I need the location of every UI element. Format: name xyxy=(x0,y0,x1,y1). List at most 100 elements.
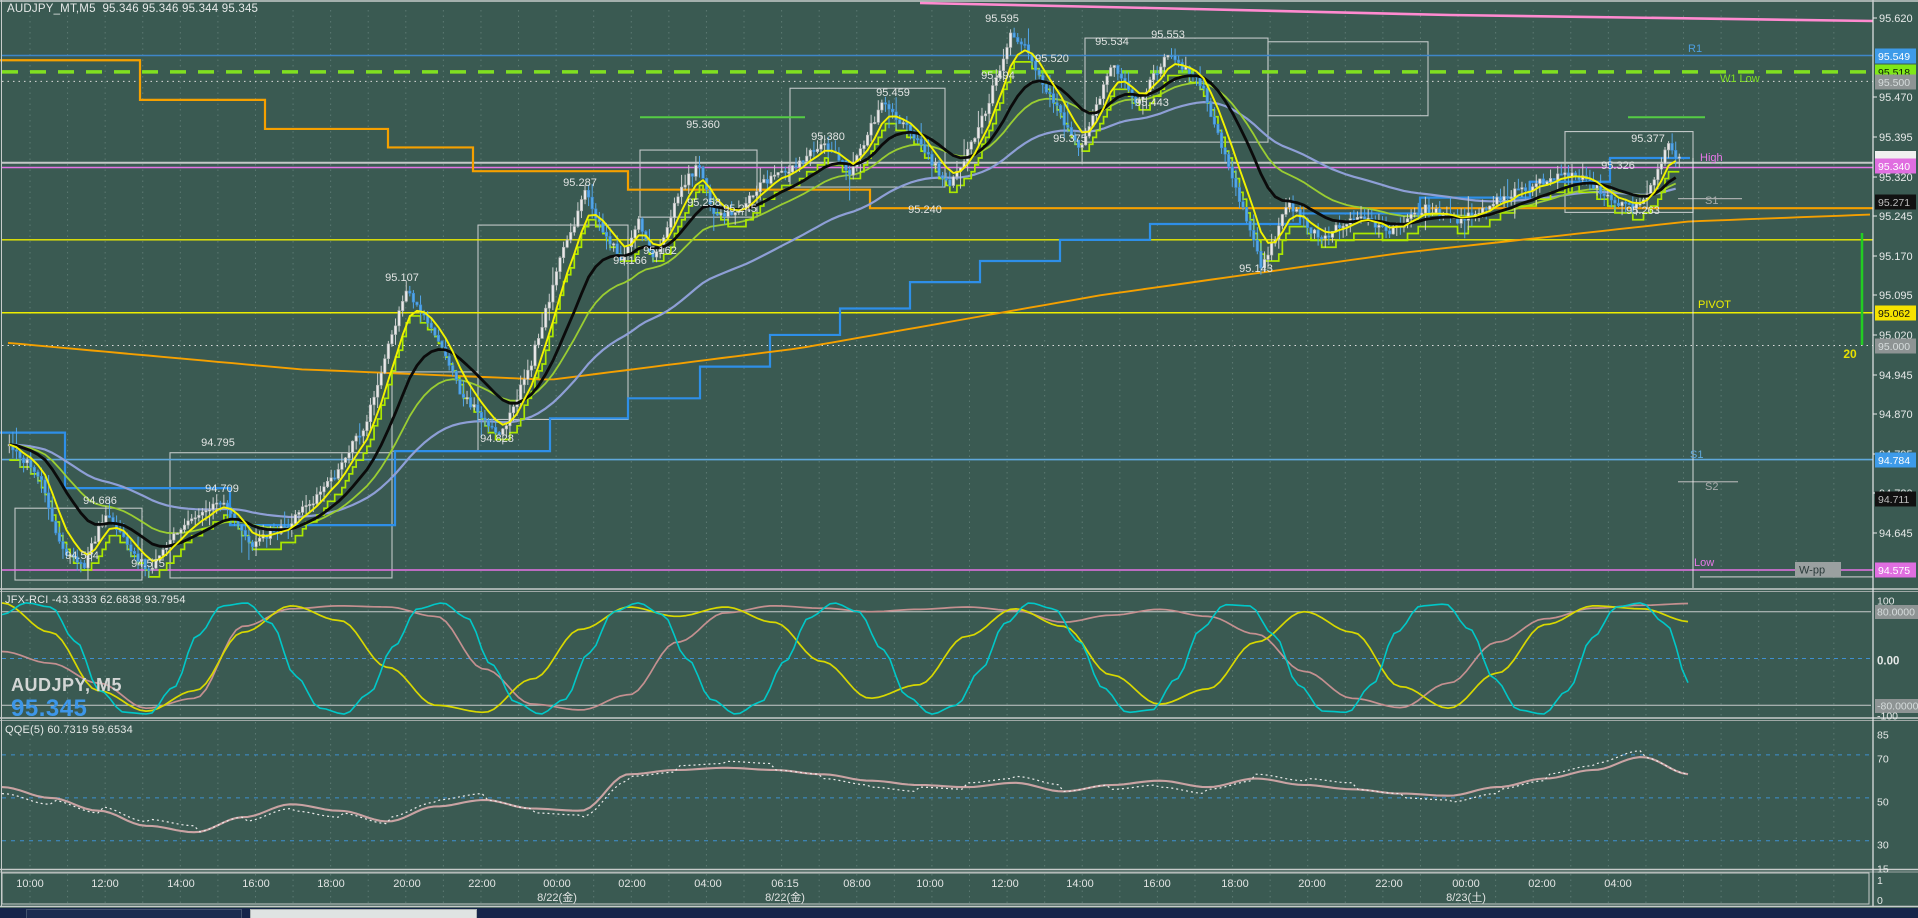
label: 20:00 xyxy=(1298,878,1326,890)
label: 94.575 xyxy=(1878,565,1910,577)
label: 95.000 xyxy=(1878,341,1910,353)
label: 95.095 xyxy=(1879,290,1913,302)
label: 95.380 xyxy=(811,131,845,143)
label: 0.00 xyxy=(1877,656,1899,668)
orange-step-line xyxy=(0,59,1873,210)
grid xyxy=(29,10,1835,904)
label: 04:00 xyxy=(1604,878,1632,890)
label: 95.395 xyxy=(1879,132,1913,144)
label: 1 xyxy=(1877,875,1883,887)
label: 02:00 xyxy=(618,878,646,890)
label: 95.595 xyxy=(985,13,1019,25)
label: 95.162 xyxy=(643,245,677,257)
label: 94.709 xyxy=(205,483,239,495)
level-name-labels: R1 W1 Low High S1 PIVOT S1 S2 Low xyxy=(1688,43,1760,569)
orange-ma xyxy=(7,213,1871,381)
label: 95.500 xyxy=(1878,77,1910,89)
label: 12:00 xyxy=(91,878,119,890)
label: 94.828 xyxy=(480,433,514,445)
label: 94.645 xyxy=(1879,528,1913,540)
label: 95.320 xyxy=(1879,172,1913,184)
label: 00:00 xyxy=(1452,878,1480,890)
label: 02:00 xyxy=(1528,878,1556,890)
chart-title-ohlc: AUDJPY_MT,M5 95.346 95.346 95.344 95.345 xyxy=(7,3,259,15)
label: 08:00 xyxy=(843,878,871,890)
blue-step-line xyxy=(0,156,1690,527)
label: Low xyxy=(1694,557,1714,569)
label: 95.271 xyxy=(1878,197,1910,209)
label: 95.360 xyxy=(686,119,720,131)
label: 95.443 xyxy=(1135,97,1169,109)
label: R1 xyxy=(1688,43,1702,55)
label: 95.107 xyxy=(385,272,419,284)
label: 10:00 xyxy=(16,878,44,890)
label: 15 xyxy=(1877,864,1889,876)
label: 95.062 xyxy=(1878,308,1910,320)
label: 18:00 xyxy=(1221,878,1249,890)
label: 8/22(金) xyxy=(765,890,805,904)
label: S2 xyxy=(1705,481,1718,493)
rci-indicator-header: JFX-RCI -43.3333 62.6838 93.7954 xyxy=(5,594,186,606)
label: 8/23(土) xyxy=(1446,891,1486,904)
label: 94.784 xyxy=(1878,455,1910,467)
label: 94.711 xyxy=(1878,494,1909,506)
green-counter-line: 20 xyxy=(1843,233,1864,361)
chart-tab[interactable] xyxy=(26,909,242,918)
label: 22:00 xyxy=(1375,878,1403,890)
label: 94.575 xyxy=(131,558,165,570)
label: 95.245 xyxy=(1879,211,1913,223)
label: 04:00 xyxy=(694,878,722,890)
label: 06:15 xyxy=(771,878,799,890)
label: 20 xyxy=(1843,347,1857,361)
label: 50 xyxy=(1877,797,1889,809)
chart-tab-active[interactable] xyxy=(250,909,477,918)
blue-step-line xyxy=(0,156,1690,527)
label: 95.620 xyxy=(1879,13,1913,25)
label: 95.377 xyxy=(1631,133,1665,145)
label: 80.0000 xyxy=(1877,607,1915,619)
label: 18:00 xyxy=(317,878,345,890)
label: 94.945 xyxy=(1879,370,1913,382)
label: -100 xyxy=(1877,711,1898,723)
label: 16:00 xyxy=(242,878,270,890)
label: 95.245 xyxy=(723,203,757,215)
pink-top-line xyxy=(919,1,1874,23)
label: 95.549 xyxy=(1878,51,1910,63)
label: 95.340 xyxy=(1878,161,1910,173)
level-lines xyxy=(2,54,1873,578)
label: 30 xyxy=(1877,840,1889,852)
label: 14:00 xyxy=(1066,878,1094,890)
label: 00:00 xyxy=(543,878,571,890)
label: 95.263 xyxy=(1626,205,1660,217)
ma-black xyxy=(9,74,1677,548)
label: 95.326 xyxy=(1601,160,1635,172)
label: S1 xyxy=(1705,195,1718,207)
label: 95.143 xyxy=(1239,263,1273,275)
label: 10:00 xyxy=(916,878,944,890)
label: 95.459 xyxy=(876,87,910,99)
label: 95.170 xyxy=(1879,251,1913,263)
price-axis: 95.62095.54995.51895.50095.47095.39595.3… xyxy=(1795,13,1916,578)
label: W1 Low xyxy=(1720,73,1760,85)
swing-price-labels: 94.584 94.686 94.575 94.709 94.795 95.107 94.8… xyxy=(65,13,1665,570)
label: 70 xyxy=(1877,754,1889,766)
label: 16:00 xyxy=(1143,878,1171,890)
label: 94.795 xyxy=(201,437,235,449)
chart-tab-bar xyxy=(0,908,1918,918)
label: 95.494 xyxy=(981,70,1015,82)
label: 85 xyxy=(1877,730,1889,742)
time-axis: 10:00 12:00 14:00 16:00 18:00 20:00 22:00 00:00… xyxy=(16,875,1883,907)
label: High xyxy=(1700,152,1723,164)
label: 95.240 xyxy=(908,204,942,216)
label: 12:00 xyxy=(991,878,1019,890)
qqe-indicator-header: QQE(5) 60.7319 59.6534 xyxy=(5,724,133,736)
label: 22:00 xyxy=(468,878,496,890)
label: -80.0000 xyxy=(1877,701,1918,713)
label: 100 xyxy=(1877,596,1895,608)
label: W-pp xyxy=(1799,565,1825,577)
ma-cornflower xyxy=(9,101,1676,519)
